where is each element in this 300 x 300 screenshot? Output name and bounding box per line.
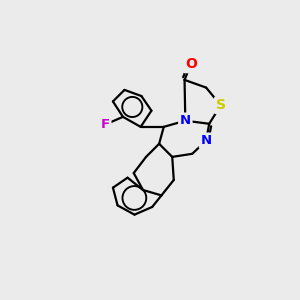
Text: N: N [200, 134, 212, 147]
Text: O: O [185, 58, 197, 71]
Text: S: S [216, 98, 226, 112]
Text: F: F [101, 118, 110, 131]
Text: N: N [180, 114, 191, 127]
